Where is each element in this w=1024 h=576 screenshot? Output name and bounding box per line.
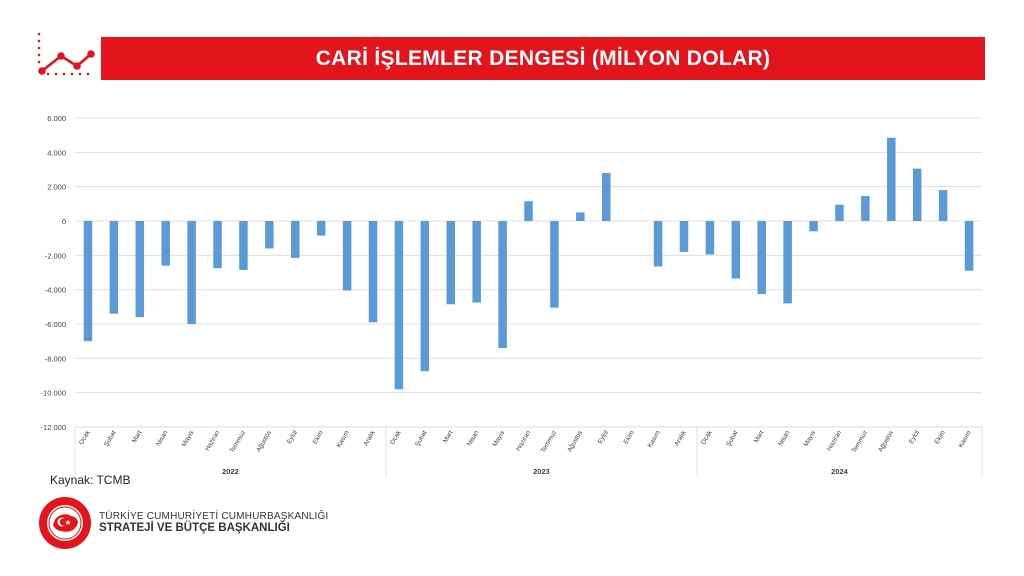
x-tick-label: Mayıs	[492, 429, 507, 448]
presidency-seal-icon	[39, 497, 91, 549]
x-tick-label: Nisan	[155, 429, 170, 447]
bar	[109, 221, 119, 314]
source-note: Kaynak: TCMB	[50, 473, 131, 487]
y-tick-label: 4.000	[47, 148, 66, 157]
bar	[342, 221, 352, 291]
bar	[731, 221, 741, 279]
x-tick-label: Mart	[442, 429, 455, 444]
x-tick-label: Ağustos	[255, 429, 273, 453]
bar	[912, 168, 922, 221]
x-tick-label: Şubat	[725, 429, 740, 447]
bar	[135, 221, 145, 318]
bar	[161, 221, 170, 266]
year-label: 2024	[831, 467, 849, 476]
x-tick-label: Haziran	[204, 429, 221, 452]
x-tick-label: Ocak	[700, 429, 714, 446]
bar	[887, 137, 896, 221]
x-tick-label: Ekim	[934, 430, 947, 446]
bar	[783, 221, 792, 304]
bar	[550, 221, 559, 308]
x-tick-label: Haziran	[826, 429, 843, 452]
bar	[472, 221, 481, 303]
x-tick-label: Temmuz	[540, 430, 558, 455]
x-tick-label: Nisan	[777, 429, 792, 447]
x-tick-label: Ekim	[312, 430, 325, 446]
y-tick-label: -8.000	[45, 354, 66, 363]
x-tick-label: Mayıs	[181, 429, 196, 448]
x-tick-label: Haziran	[515, 429, 532, 452]
y-tick-label: 2.000	[47, 183, 66, 192]
bar	[420, 221, 430, 372]
bar	[316, 221, 326, 236]
title-banner: CARİ İŞLEMLER DENGESİ (MİLYON DOLAR)	[101, 37, 985, 80]
x-tick-label: Ağustos	[877, 429, 895, 453]
bar	[239, 221, 248, 270]
x-tick-label: Kasım	[647, 430, 662, 449]
bar	[524, 201, 533, 221]
x-tick-label: Eylül	[286, 429, 299, 445]
x-tick-label: Eylül	[597, 429, 610, 445]
x-tick-label: Aralık	[362, 429, 377, 448]
x-tick-label: Mart	[753, 429, 766, 444]
bar	[964, 221, 974, 271]
bar	[498, 221, 507, 349]
bar	[576, 212, 585, 221]
y-tick-label: -2.000	[45, 251, 66, 260]
y-tick-label: -6.000	[45, 320, 66, 329]
bar	[835, 204, 844, 221]
bar	[705, 221, 715, 255]
x-tick-label: Ekim	[623, 430, 636, 446]
x-tick-label: Kasım	[336, 430, 351, 449]
bar	[653, 221, 663, 267]
bar	[368, 221, 378, 323]
x-tick-label: Mart	[131, 429, 144, 444]
org-name-line2: STRATEJİ VE BÜTÇE BAŞKANLIĞI	[99, 522, 290, 534]
bar	[757, 221, 766, 294]
year-label: 2023	[533, 467, 550, 476]
x-tick-label: Şubat	[414, 429, 429, 447]
bar	[679, 221, 689, 252]
org-name-line1: TÜRKİYE CUMHURİYETİ CUMHURBAŞKANLIĞI	[99, 511, 329, 522]
trend-line-icon	[37, 32, 95, 76]
x-tick-label: Aralık	[673, 429, 688, 448]
bar	[938, 190, 948, 221]
x-tick-label: Temmuz	[851, 430, 869, 455]
bar	[213, 221, 222, 269]
bar	[446, 221, 456, 305]
x-tick-label: Temmuz	[229, 430, 247, 455]
y-tick-label: 6.000	[47, 114, 66, 123]
y-tick-label: -10.000	[41, 389, 66, 398]
x-tick-label: Ocak	[389, 429, 403, 446]
bar	[265, 221, 274, 249]
x-tick-label: Nisan	[466, 429, 481, 447]
x-tick-label: Şubat	[103, 429, 118, 447]
bar	[291, 221, 300, 258]
chart-title: CARİ İŞLEMLER DENGESİ (MİLYON DOLAR)	[315, 46, 771, 70]
x-tick-label: Kasım	[958, 430, 973, 449]
bar	[83, 221, 93, 342]
x-tick-label: Mayıs	[803, 429, 818, 448]
y-tick-label: 0	[62, 217, 66, 226]
x-tick-label: Ağustos	[566, 429, 584, 453]
bar	[601, 172, 611, 221]
bar	[809, 221, 818, 232]
bar	[861, 196, 870, 221]
bar	[394, 221, 404, 390]
x-tick-label: Ocak	[78, 429, 92, 446]
year-label: 2022	[222, 467, 239, 476]
x-tick-label: Eylül	[908, 429, 921, 445]
y-tick-label: -12.000	[41, 423, 66, 432]
bar	[187, 221, 196, 324]
y-tick-label: -4.000	[45, 286, 66, 295]
